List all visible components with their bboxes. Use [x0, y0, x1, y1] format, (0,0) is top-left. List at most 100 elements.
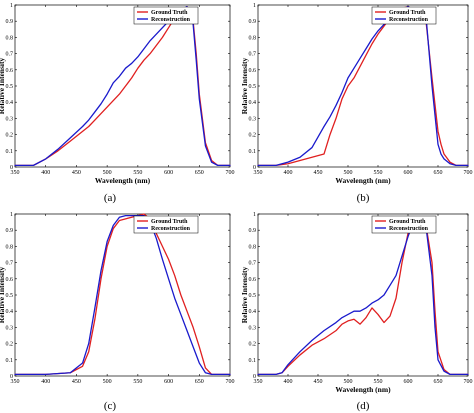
chart-panel-4: 350 400 450 500 550 600 650 700 0 0.1 0.2 0.3 0.4 0.5… — [240, 212, 473, 412]
y-tick-label: 1 — [10, 3, 13, 9]
x-tick-label: 700 — [226, 170, 235, 176]
series-line-ground-truth — [257, 5, 469, 167]
x-tick-label: 550 — [133, 170, 142, 176]
x-tick-label: 350 — [11, 170, 20, 176]
x-tick-label: 450 — [314, 170, 323, 176]
x-tick-label: 700 — [464, 170, 473, 176]
legend-entry: Reconstruction — [151, 226, 191, 232]
x-tick-label: 600 — [164, 170, 173, 176]
x-tick-label: 650 — [195, 379, 204, 385]
series-line-reconstruction — [14, 214, 231, 376]
y-tick-label: 0.6 — [249, 68, 257, 74]
y-tick-label: 0.8 — [6, 35, 14, 41]
y-tick-label: 0.1 — [6, 149, 14, 155]
y-tick-label: 0.2 — [6, 342, 14, 348]
y-tick-label: 0.4 — [249, 100, 257, 106]
x-tick-label: 500 — [103, 170, 112, 176]
legend-box — [371, 215, 437, 234]
y-tick-label: 0.8 — [249, 35, 257, 41]
legend-entry: Reconstruction — [151, 17, 191, 23]
legend-box — [133, 215, 199, 234]
x-tick-label: 350 — [254, 379, 263, 385]
y-tick-label: 0.1 — [249, 358, 257, 364]
y-tick-label: 0.3 — [249, 325, 257, 331]
chart-panel-3: 350 400 450 500 550 600 650 700 0 0.1 0.2 0.3 0.4 0.5… — [0, 212, 235, 412]
panel-caption: (b) — [357, 192, 370, 204]
y-tick-label: 0 — [253, 165, 256, 171]
y-tick-label: 0.4 — [6, 309, 14, 315]
y-tick-label: 0.8 — [6, 244, 14, 250]
x-tick-label: 550 — [374, 170, 383, 176]
x-tick-label: 450 — [72, 170, 81, 176]
y-tick-label: 0.5 — [6, 293, 14, 299]
y-tick-label: 0.6 — [249, 277, 257, 283]
y-tick-label: 0.5 — [249, 84, 257, 90]
y-tick-label: 0.7 — [249, 261, 257, 267]
x-tick-label: 450 — [314, 379, 323, 385]
series-line-reconstruction — [14, 5, 231, 167]
y-tick-label: 1 — [253, 212, 256, 218]
y-axis-label: Relative Intensity — [240, 58, 249, 115]
x-axis-label: Wavelength (nm) — [335, 176, 391, 185]
x-tick-label: 650 — [434, 170, 443, 176]
y-tick-label: 0 — [253, 374, 256, 380]
x-tick-label: 550 — [133, 379, 142, 385]
x-tick-label: 600 — [404, 170, 413, 176]
legend-box — [133, 6, 199, 25]
panel-caption: (c) — [104, 400, 117, 412]
x-tick-label: 400 — [41, 379, 50, 385]
legend-entry: Ground Truth — [389, 219, 426, 225]
x-tick-label: 600 — [164, 379, 173, 385]
y-axis-label: Relative Intensity — [240, 267, 249, 324]
y-tick-label: 0.9 — [6, 228, 14, 234]
series-line-reconstruction — [257, 5, 469, 167]
y-tick-label: 0.6 — [6, 277, 14, 283]
y-tick-label: 0.5 — [6, 84, 14, 90]
y-tick-label: 0.2 — [6, 133, 14, 139]
x-tick-label: 350 — [254, 170, 263, 176]
x-tick-label: 500 — [344, 379, 353, 385]
legend-entry: Reconstruction — [389, 226, 429, 232]
x-tick-label: 650 — [195, 170, 204, 176]
y-tick-label: 0.9 — [249, 19, 257, 25]
y-tick-label: 0 — [10, 374, 13, 380]
y-tick-label: 0.9 — [249, 228, 257, 234]
y-tick-label: 0.7 — [249, 52, 257, 58]
y-tick-label: 0.3 — [6, 325, 14, 331]
legend-entry: Reconstruction — [389, 17, 429, 23]
y-tick-label: 0.3 — [6, 116, 14, 122]
y-tick-label: 0.2 — [249, 133, 257, 139]
y-tick-label: 0.5 — [249, 293, 257, 299]
series-line-reconstruction — [257, 219, 469, 376]
y-tick-label: 0.4 — [6, 100, 14, 106]
plot-area — [257, 213, 469, 377]
legend-entry: Ground Truth — [151, 10, 188, 16]
x-tick-label: 400 — [284, 170, 293, 176]
y-tick-label: 0.2 — [249, 342, 257, 348]
series-line-ground-truth — [14, 213, 231, 376]
y-axis-label: Relative Intensity — [0, 58, 6, 115]
y-tick-label: 0.6 — [6, 68, 14, 74]
y-tick-label: 0 — [10, 165, 13, 171]
x-tick-label: 500 — [344, 170, 353, 176]
y-tick-label: 1 — [253, 3, 256, 9]
legend-entry: Ground Truth — [389, 10, 426, 16]
plot-area — [14, 213, 231, 377]
x-axis-label: Wavelength (nm) — [335, 385, 391, 394]
x-tick-label: 450 — [72, 379, 81, 385]
y-tick-label: 1 — [10, 212, 13, 218]
y-tick-label: 0.3 — [249, 116, 257, 122]
chart-panel-1: 350 400 450 500 550 600 650 700 0 0.1 0.2 0.3 0.4 0.5… — [0, 3, 235, 204]
x-tick-label: 700 — [464, 379, 473, 385]
y-tick-label: 0.9 — [6, 19, 14, 25]
y-tick-label: 0.7 — [6, 52, 14, 58]
series-line-ground-truth — [257, 216, 469, 376]
legend-box — [371, 6, 437, 25]
y-tick-label: 0.7 — [6, 261, 14, 267]
y-tick-label: 0.1 — [249, 149, 257, 155]
x-tick-label: 350 — [11, 379, 20, 385]
